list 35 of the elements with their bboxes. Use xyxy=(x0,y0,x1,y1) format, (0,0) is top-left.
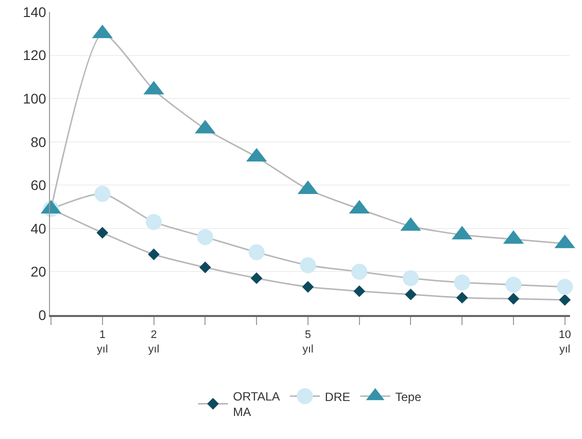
point xyxy=(250,272,262,284)
legend-label: Tepe xyxy=(395,390,422,404)
x-tick-label: 1 yıl xyxy=(96,329,108,356)
y-tick-label: 140 xyxy=(22,4,46,20)
point xyxy=(199,262,212,274)
point xyxy=(402,270,419,286)
x-tick-label: 10 yıl xyxy=(558,329,571,356)
point xyxy=(508,292,520,305)
x-tick-label: 5 yıl xyxy=(302,329,314,356)
legend-label: DRE xyxy=(324,390,350,404)
point xyxy=(351,264,368,280)
point xyxy=(404,288,417,300)
point xyxy=(559,294,571,306)
y-tick-label: 120 xyxy=(22,47,46,64)
point xyxy=(94,186,110,202)
point xyxy=(146,214,162,230)
point xyxy=(248,244,265,260)
point xyxy=(96,226,108,239)
y-tick-label: 100 xyxy=(22,90,46,106)
x-tick-label: 2 yıl xyxy=(148,329,160,356)
point xyxy=(302,281,314,293)
point xyxy=(505,276,522,293)
point xyxy=(556,278,573,295)
point xyxy=(456,292,468,304)
y-tick-label: 0 xyxy=(38,306,46,323)
point xyxy=(454,274,470,291)
y-tick-label: 40 xyxy=(30,220,46,236)
point xyxy=(197,229,214,246)
point xyxy=(148,248,160,260)
y-tick-label: 20 xyxy=(30,264,46,280)
point xyxy=(353,285,366,298)
point xyxy=(300,257,316,274)
legend-label: ORTALAMA xyxy=(233,390,280,420)
y-tick-label: 60 xyxy=(30,177,46,194)
y-tick-label: 80 xyxy=(30,134,46,150)
